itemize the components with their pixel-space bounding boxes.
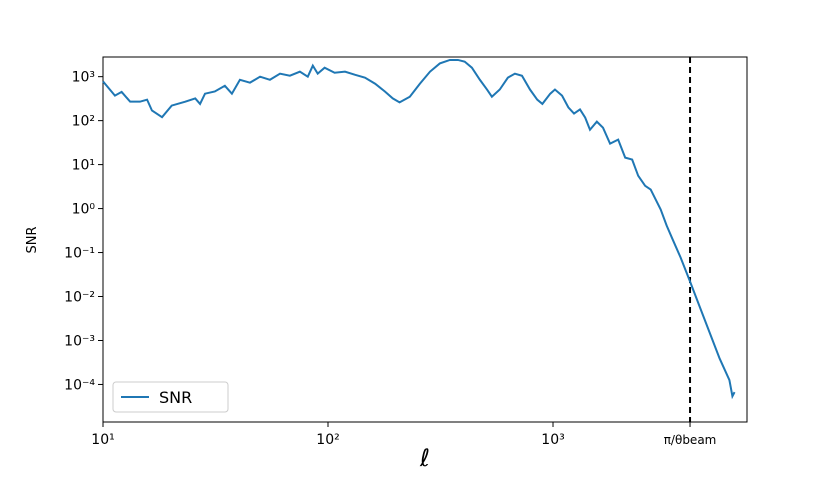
x-axis-label: ℓ (419, 444, 430, 472)
y-tick-label: 10⁻³ (64, 333, 95, 349)
legend-box (112, 381, 229, 413)
y-tick-label: 10³ (72, 70, 95, 86)
y-tick-label: 10² (72, 114, 95, 130)
x-tick-label: π/θbeam (664, 433, 717, 447)
y-tick-label: 10⁻² (64, 290, 95, 306)
y-tick-label: 10⁻¹ (64, 246, 95, 262)
plot-frame (102, 56, 748, 423)
y-axis-label: SNR (25, 226, 40, 253)
legend-label: SNR (159, 388, 192, 407)
x-tick-label: 10³ (541, 432, 564, 448)
x-tick-label: 10² (316, 432, 339, 448)
series-line (102, 58, 736, 400)
x-tick-label: 10¹ (91, 432, 114, 448)
y-tick-label: 10¹ (72, 158, 95, 174)
y-tick-label: 10⁰ (72, 202, 96, 218)
y-tick-label: 10⁻⁴ (64, 377, 95, 393)
